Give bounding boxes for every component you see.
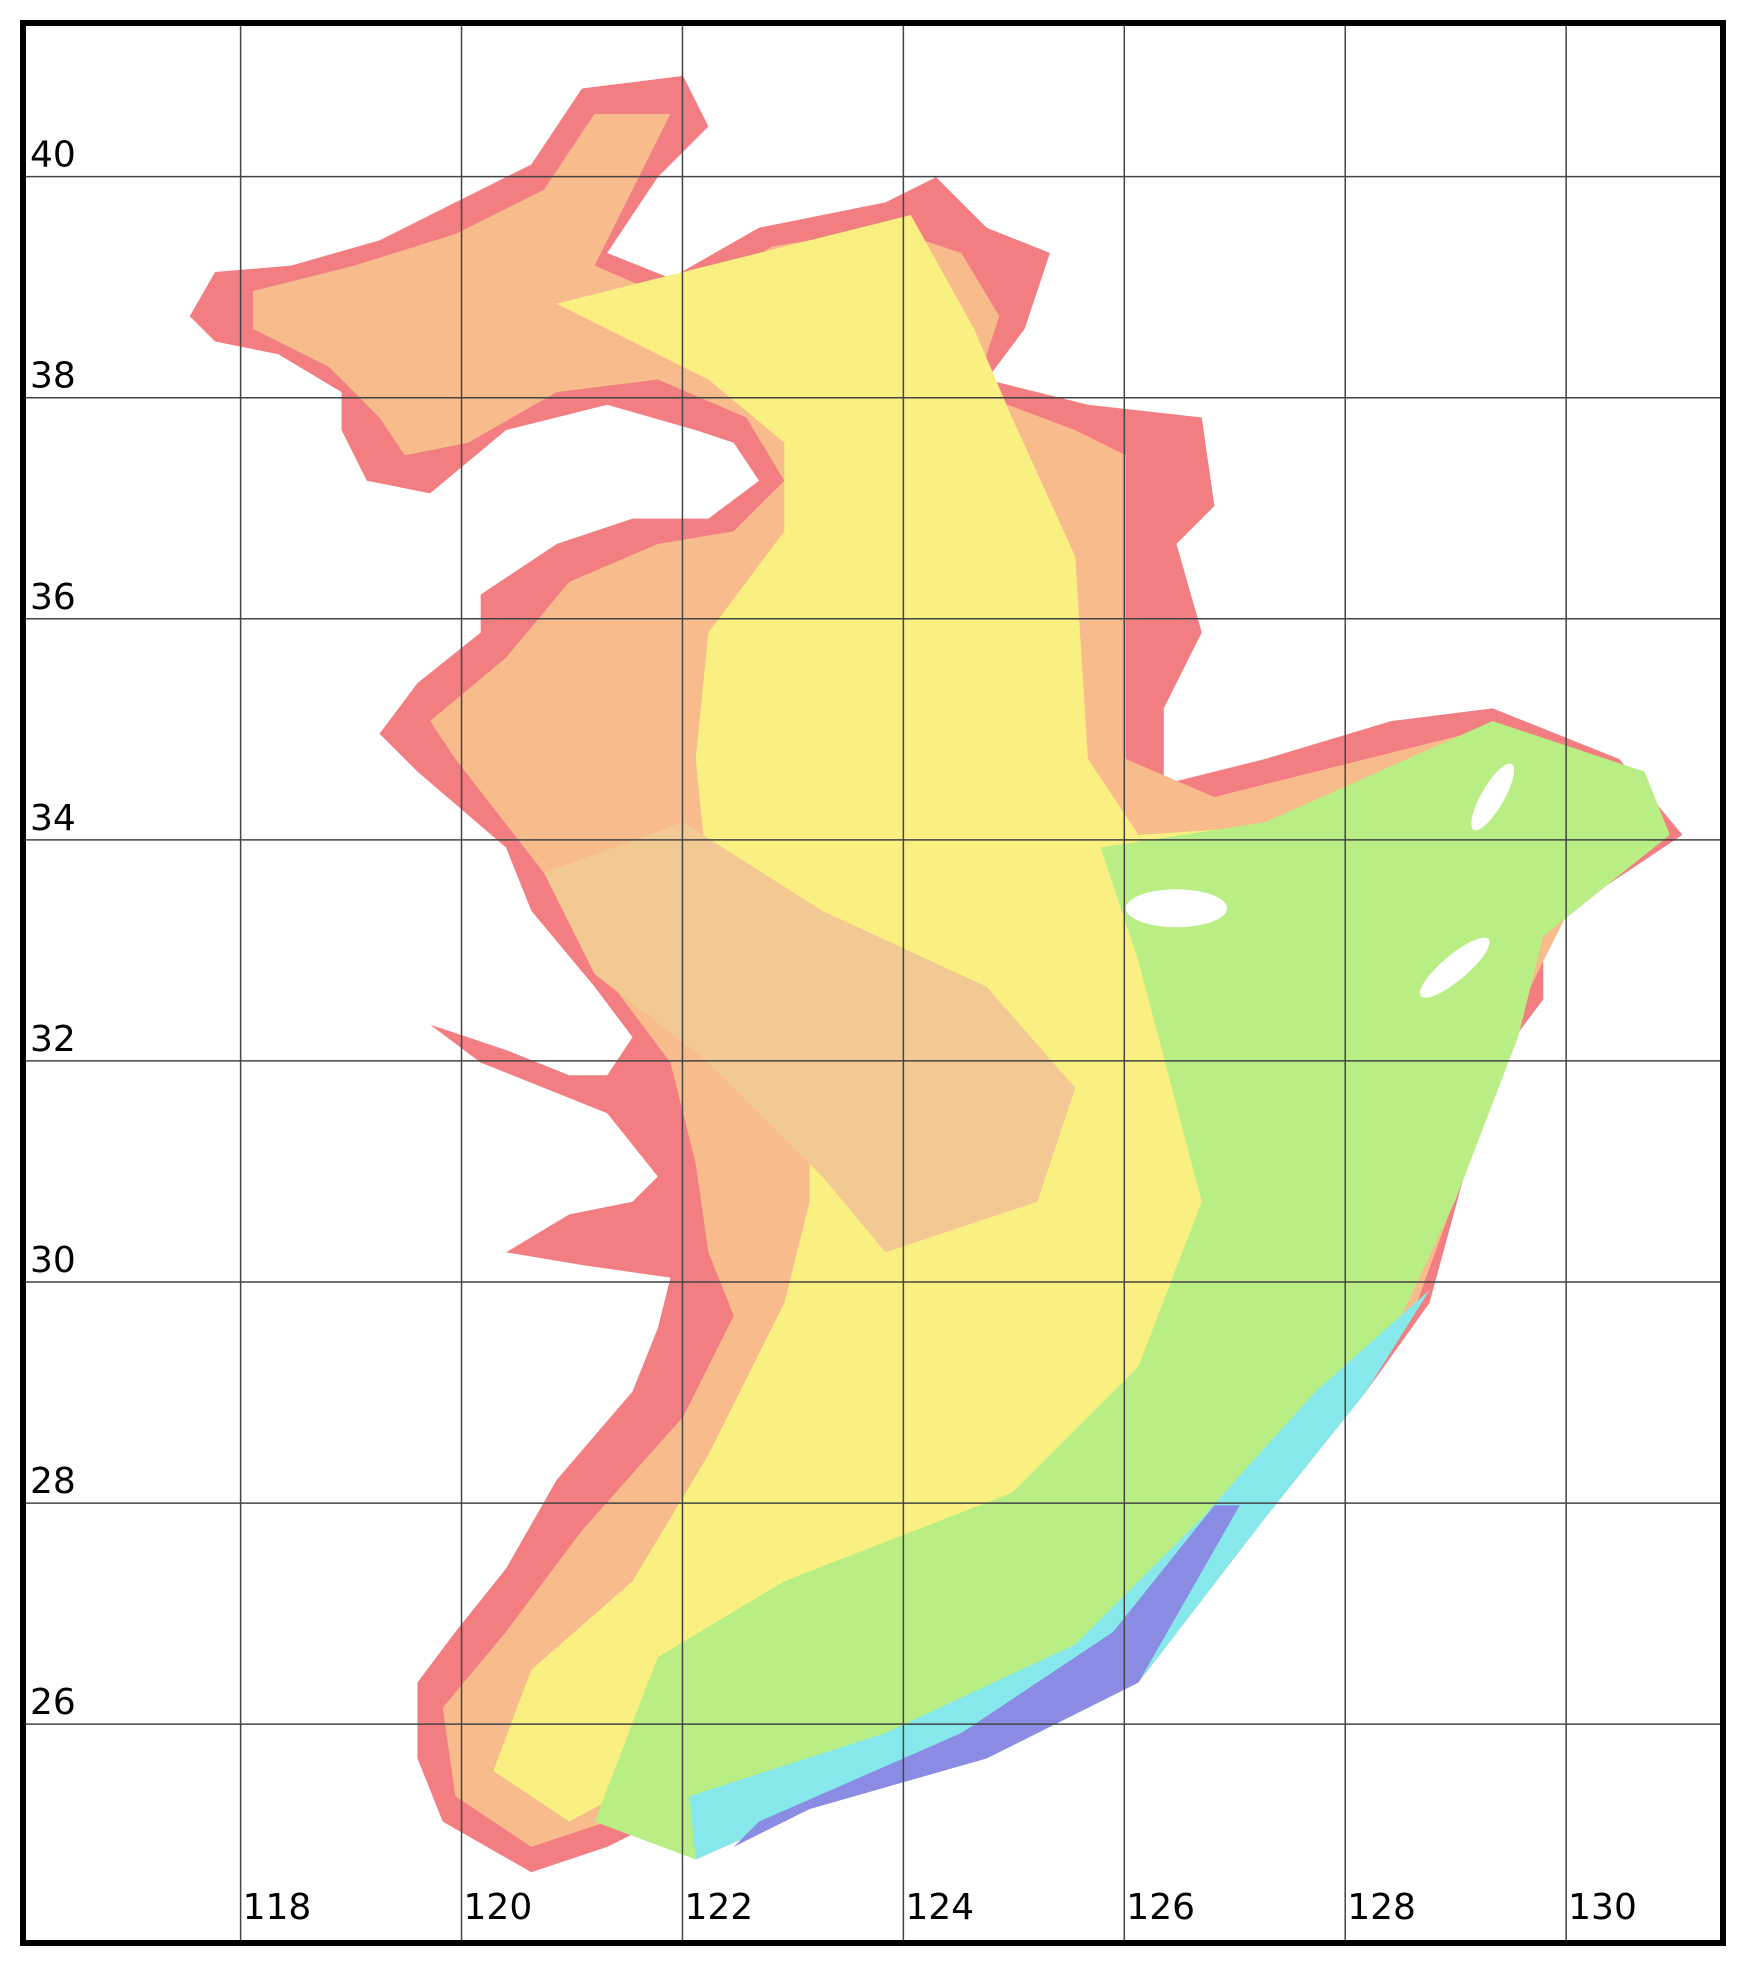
y-tick-label: 40	[30, 135, 76, 176]
x-tick-label: 120	[464, 1887, 533, 1928]
island	[1419, 937, 1490, 998]
y-tick-label: 28	[30, 1461, 76, 1502]
x-tick-label: 118	[243, 1887, 312, 1928]
x-tick-label: 122	[684, 1887, 753, 1928]
grid: 118 120 122 124 126 128 130 26 28 30 32 34 36 38 40	[23, 23, 1723, 1943]
y-tick-label: 34	[30, 798, 76, 839]
island	[1125, 889, 1228, 928]
y-tick-label: 32	[30, 1019, 76, 1060]
y-tick-label: 26	[30, 1682, 76, 1723]
island	[1471, 763, 1515, 831]
y-tick-label: 36	[30, 577, 76, 618]
y-tick-label: 38	[30, 356, 76, 397]
y-tick-label: 30	[30, 1240, 76, 1281]
x-tick-label: 126	[1126, 1887, 1195, 1928]
x-tick-label: 128	[1347, 1887, 1416, 1928]
x-tick-label: 124	[905, 1887, 974, 1928]
frame	[20, 20, 1726, 1946]
x-tick-label: 130	[1568, 1887, 1637, 1928]
